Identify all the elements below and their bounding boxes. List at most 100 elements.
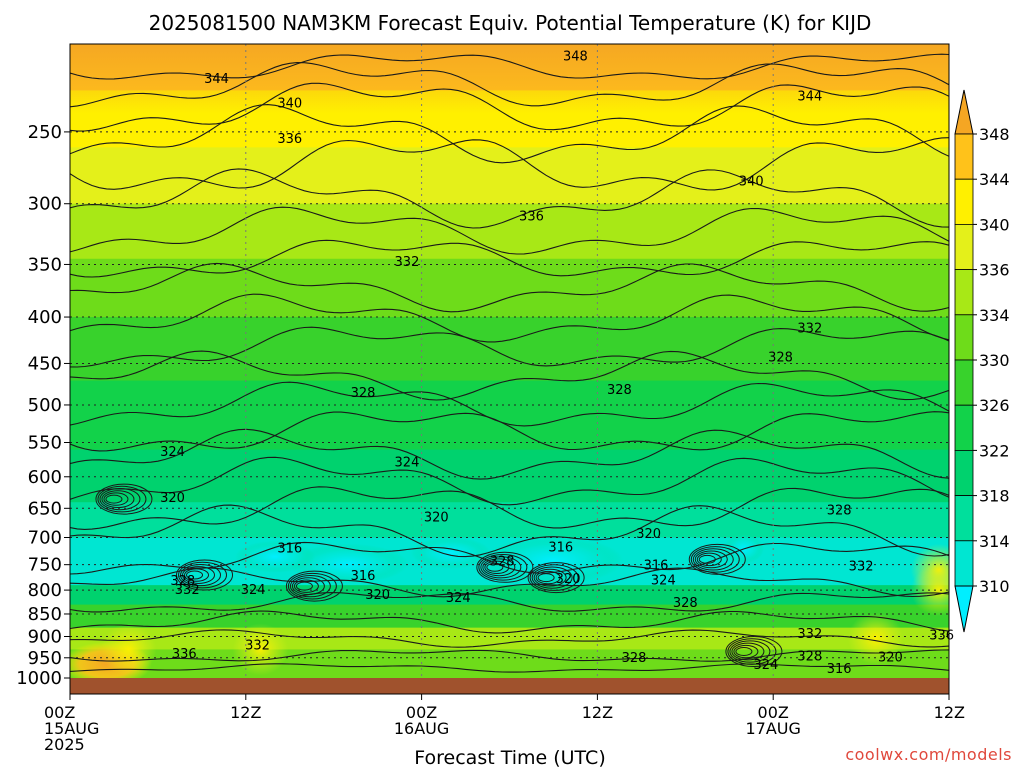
contour-loop [537,573,555,583]
colorbar: 348 344 340 336 334 330 326 322 318 314 310 [954,89,1010,633]
contour-loop [692,548,734,571]
contour-label: 332 [797,322,822,337]
colorbar-label: 336 [979,261,1010,280]
y-tick-label: 850 [28,604,62,625]
shade-band [70,502,949,539]
contour-loop [103,492,129,506]
contour-loop [287,572,337,600]
x-tick-label: 17AUG [745,719,800,738]
y-tick-label: 400 [28,307,62,328]
contour-label: 340 [739,175,764,190]
contour-line [70,262,949,313]
contour-label: 324 [395,455,420,470]
contour-loop [180,563,222,587]
shade-band [70,649,949,678]
shade-band [70,380,949,451]
colorbar-swatch [954,404,974,451]
contour-loop [690,546,740,573]
colorbar-swatch [954,223,974,270]
y-tick-label: 800 [28,580,62,601]
colorbar-label: 310 [979,577,1010,596]
contour-loop [99,488,141,511]
x-tick-label: 00Z [406,703,437,722]
contour-line [70,541,949,575]
contour-label: 328 [673,596,698,611]
contour-label: 316 [548,540,573,555]
x-tick-label: 12Z [230,703,261,722]
contour-line [70,610,949,634]
y-tick-label: 900 [28,626,62,647]
contour-loop [731,642,765,661]
colorbar-swatch [954,269,974,316]
contour-label: 320 [424,511,449,526]
contour-loop [97,485,147,513]
shade-warm [100,623,157,676]
colorbar-arrow-top [954,89,974,135]
contour-label: 332 [849,560,874,575]
x-tick-label: 15AUG [44,719,99,738]
contour-loop [688,543,746,575]
contour-label: 328 [170,574,195,589]
contour-label: 328 [351,386,376,401]
contour-line [70,663,949,673]
contour-loop [531,566,573,589]
colorbar-label: 348 [979,125,1010,144]
contour-line [70,649,949,662]
contour-loop [101,490,135,509]
contour-label: 336 [519,209,544,224]
contour-label: 344 [797,90,822,105]
contour-loop [176,559,234,591]
contour-loop [733,644,759,659]
chart-title: 2025081500 NAM3KM Forecast Equiv. Potent… [149,11,872,35]
contour-label: 328 [827,504,852,519]
contour-label: 328 [607,383,632,398]
contour-loop [529,564,579,591]
contour-label: 332 [175,583,200,598]
contour-label: 348 [563,50,588,65]
contour-line [70,504,949,558]
contour-loop [696,552,722,567]
contour-line [70,350,949,401]
colorbar-swatch [954,540,974,587]
contour-loop [293,579,319,593]
colorbar-swatch [954,133,974,180]
contour-loop [727,638,777,665]
colorbar-swatch [954,178,974,225]
colorbar-label: 344 [979,170,1010,189]
shade-warm [847,612,904,665]
plot-frame [69,43,950,695]
contour-label: 324 [241,583,266,598]
contour-line [70,326,949,368]
contour-label: 336 [172,647,197,662]
colorbar-label: 318 [979,487,1010,506]
y-tick-label: 750 [28,555,62,576]
colorbar-label: 334 [979,306,1010,325]
y-tick-label: 350 [28,254,62,275]
contour-loop [105,494,123,504]
colorbar-swatch [954,495,974,542]
contour-loop [285,570,343,602]
contour-label: 320 [556,572,581,587]
contour-label: 328 [490,554,515,569]
contour-label: 316 [827,662,852,677]
contour-loop [184,568,210,582]
contour-line [70,381,949,427]
contour-label: 332 [245,638,270,653]
x-axis-label: Forecast Time (UTC) [414,747,605,768]
contour-line [70,428,949,480]
contour-loop [725,636,783,668]
contour-loop [486,562,504,572]
contour-loop [291,577,325,596]
contour-line [70,411,949,452]
contour-loop [535,570,561,585]
contour-label: 324 [446,591,471,606]
contour-line [70,592,949,613]
contour-loop [478,553,528,581]
contour-loop [735,647,753,657]
shade-band [70,147,949,205]
colorbar-label: 326 [979,396,1010,415]
contour-loop [694,550,728,569]
y-tick-label: 1000 [16,668,62,689]
